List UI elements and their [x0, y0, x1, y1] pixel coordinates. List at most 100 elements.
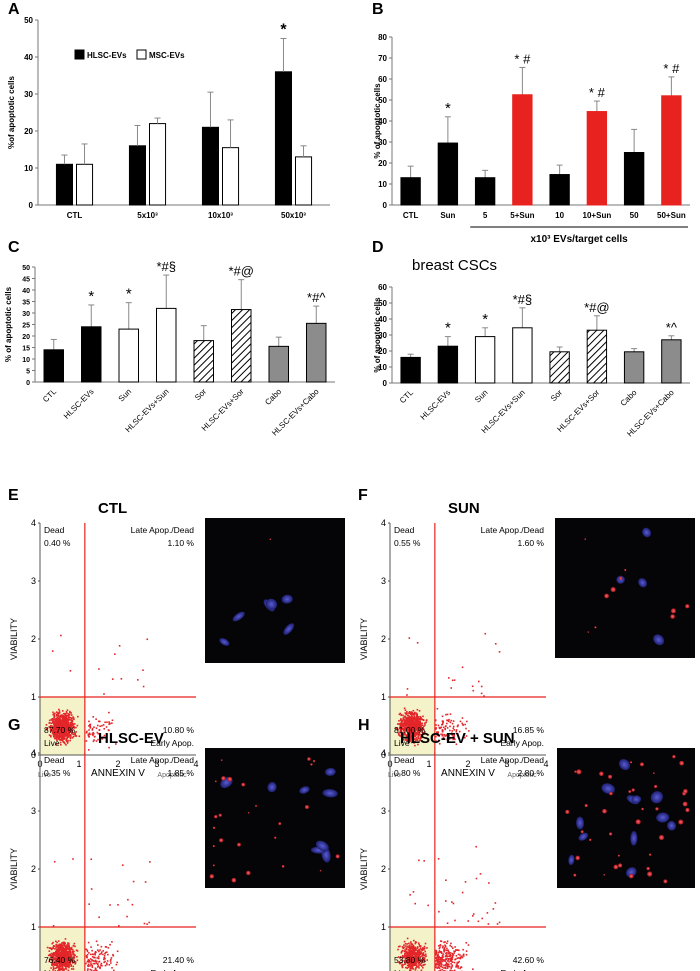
event-dot — [67, 727, 70, 730]
panel-label: D — [372, 239, 384, 256]
event-dot — [103, 954, 106, 957]
event-dot — [462, 955, 465, 957]
cell-nucleus — [267, 782, 277, 793]
axis-live-label: Live — [38, 772, 51, 779]
event-dot — [91, 956, 94, 958]
event-dot — [51, 721, 54, 723]
annexin-spot — [628, 790, 632, 793]
bar — [661, 95, 682, 206]
event-dot — [56, 962, 58, 964]
event-dot — [410, 950, 413, 952]
x-tick-label: HLSC-EVs — [62, 387, 96, 421]
event-dot — [97, 966, 99, 968]
event-dot — [58, 716, 60, 719]
event-dot — [62, 941, 64, 944]
event-dot — [456, 949, 459, 951]
y-axis-label: % of apoptotic cells — [373, 83, 382, 159]
event-dot — [422, 952, 425, 954]
event-dot — [65, 731, 68, 734]
event-dot — [402, 733, 405, 736]
event-dot — [446, 955, 448, 958]
event-dot — [438, 961, 441, 963]
event-dot — [401, 946, 404, 948]
event-dot — [53, 958, 56, 961]
event-dot — [398, 713, 401, 716]
event-dot — [407, 731, 409, 733]
event-dot — [413, 729, 416, 732]
event-dot — [444, 941, 446, 943]
event-dot — [450, 956, 453, 959]
event-dot — [453, 737, 456, 740]
event-dot — [498, 651, 501, 653]
event-dot — [421, 960, 423, 963]
event-dot — [63, 719, 66, 721]
event-dot — [65, 720, 67, 723]
event-dot — [418, 952, 421, 955]
event-dot — [72, 965, 75, 968]
y-tick-label: 2 — [381, 634, 386, 644]
event-dot — [421, 949, 423, 952]
annexin-spot — [672, 754, 676, 759]
event-dot — [66, 742, 69, 744]
bar — [128, 145, 147, 206]
event-dot — [59, 959, 62, 962]
cell-nucleus — [601, 783, 615, 794]
event-dot — [72, 735, 75, 738]
event-dot — [445, 949, 448, 952]
event-dot — [63, 741, 65, 744]
event-dot — [55, 723, 57, 725]
quadrant-early-value: 21.40 % — [163, 955, 195, 965]
event-dot — [68, 718, 70, 721]
event-dot — [62, 953, 64, 955]
event-dot — [451, 901, 453, 903]
event-dot — [60, 954, 63, 957]
event-dot — [88, 961, 90, 963]
event-dot — [117, 904, 119, 906]
event-dot — [399, 729, 402, 731]
y-tick-label: 40 — [24, 53, 33, 62]
event-dot — [70, 954, 73, 956]
annexin-spot — [304, 805, 309, 810]
event-dots — [397, 845, 501, 971]
event-dot — [449, 725, 451, 728]
event-dot — [416, 731, 419, 734]
event-dot — [416, 947, 419, 949]
event-dot — [51, 954, 53, 957]
event-dot — [87, 965, 89, 968]
event-dot — [408, 731, 410, 734]
event-dot — [55, 743, 58, 745]
annexin-spot — [281, 864, 285, 868]
event-dot — [403, 721, 406, 724]
event-dot — [445, 879, 447, 882]
event-dot — [54, 725, 57, 727]
event-dot — [52, 969, 54, 971]
event-dot — [404, 709, 407, 711]
y-tick-label: 3 — [381, 806, 386, 816]
event-dot — [94, 959, 97, 962]
event-dot — [94, 953, 96, 955]
event-dot — [448, 735, 451, 737]
event-dot — [58, 736, 60, 738]
event-dot — [443, 941, 445, 944]
event-dot — [62, 943, 65, 945]
event-dot — [419, 721, 421, 723]
event-dot — [423, 725, 425, 727]
event-dot — [104, 721, 106, 724]
event-dot — [398, 734, 400, 736]
event-dot — [70, 736, 72, 738]
event-dot — [56, 722, 59, 725]
x-tick-label: Sun — [117, 387, 133, 403]
event-dot — [405, 952, 407, 955]
y-tick-label: 1 — [381, 692, 386, 702]
event-dot — [417, 958, 420, 961]
event-dot — [70, 721, 73, 724]
event-dot — [71, 729, 74, 731]
event-dot — [416, 739, 419, 741]
event-dot — [62, 736, 65, 738]
event-dot — [66, 957, 68, 959]
event-dot — [53, 728, 56, 730]
event-dot — [409, 716, 412, 718]
event-dot — [420, 726, 422, 728]
event-dot — [63, 725, 66, 727]
event-dot — [55, 721, 57, 723]
